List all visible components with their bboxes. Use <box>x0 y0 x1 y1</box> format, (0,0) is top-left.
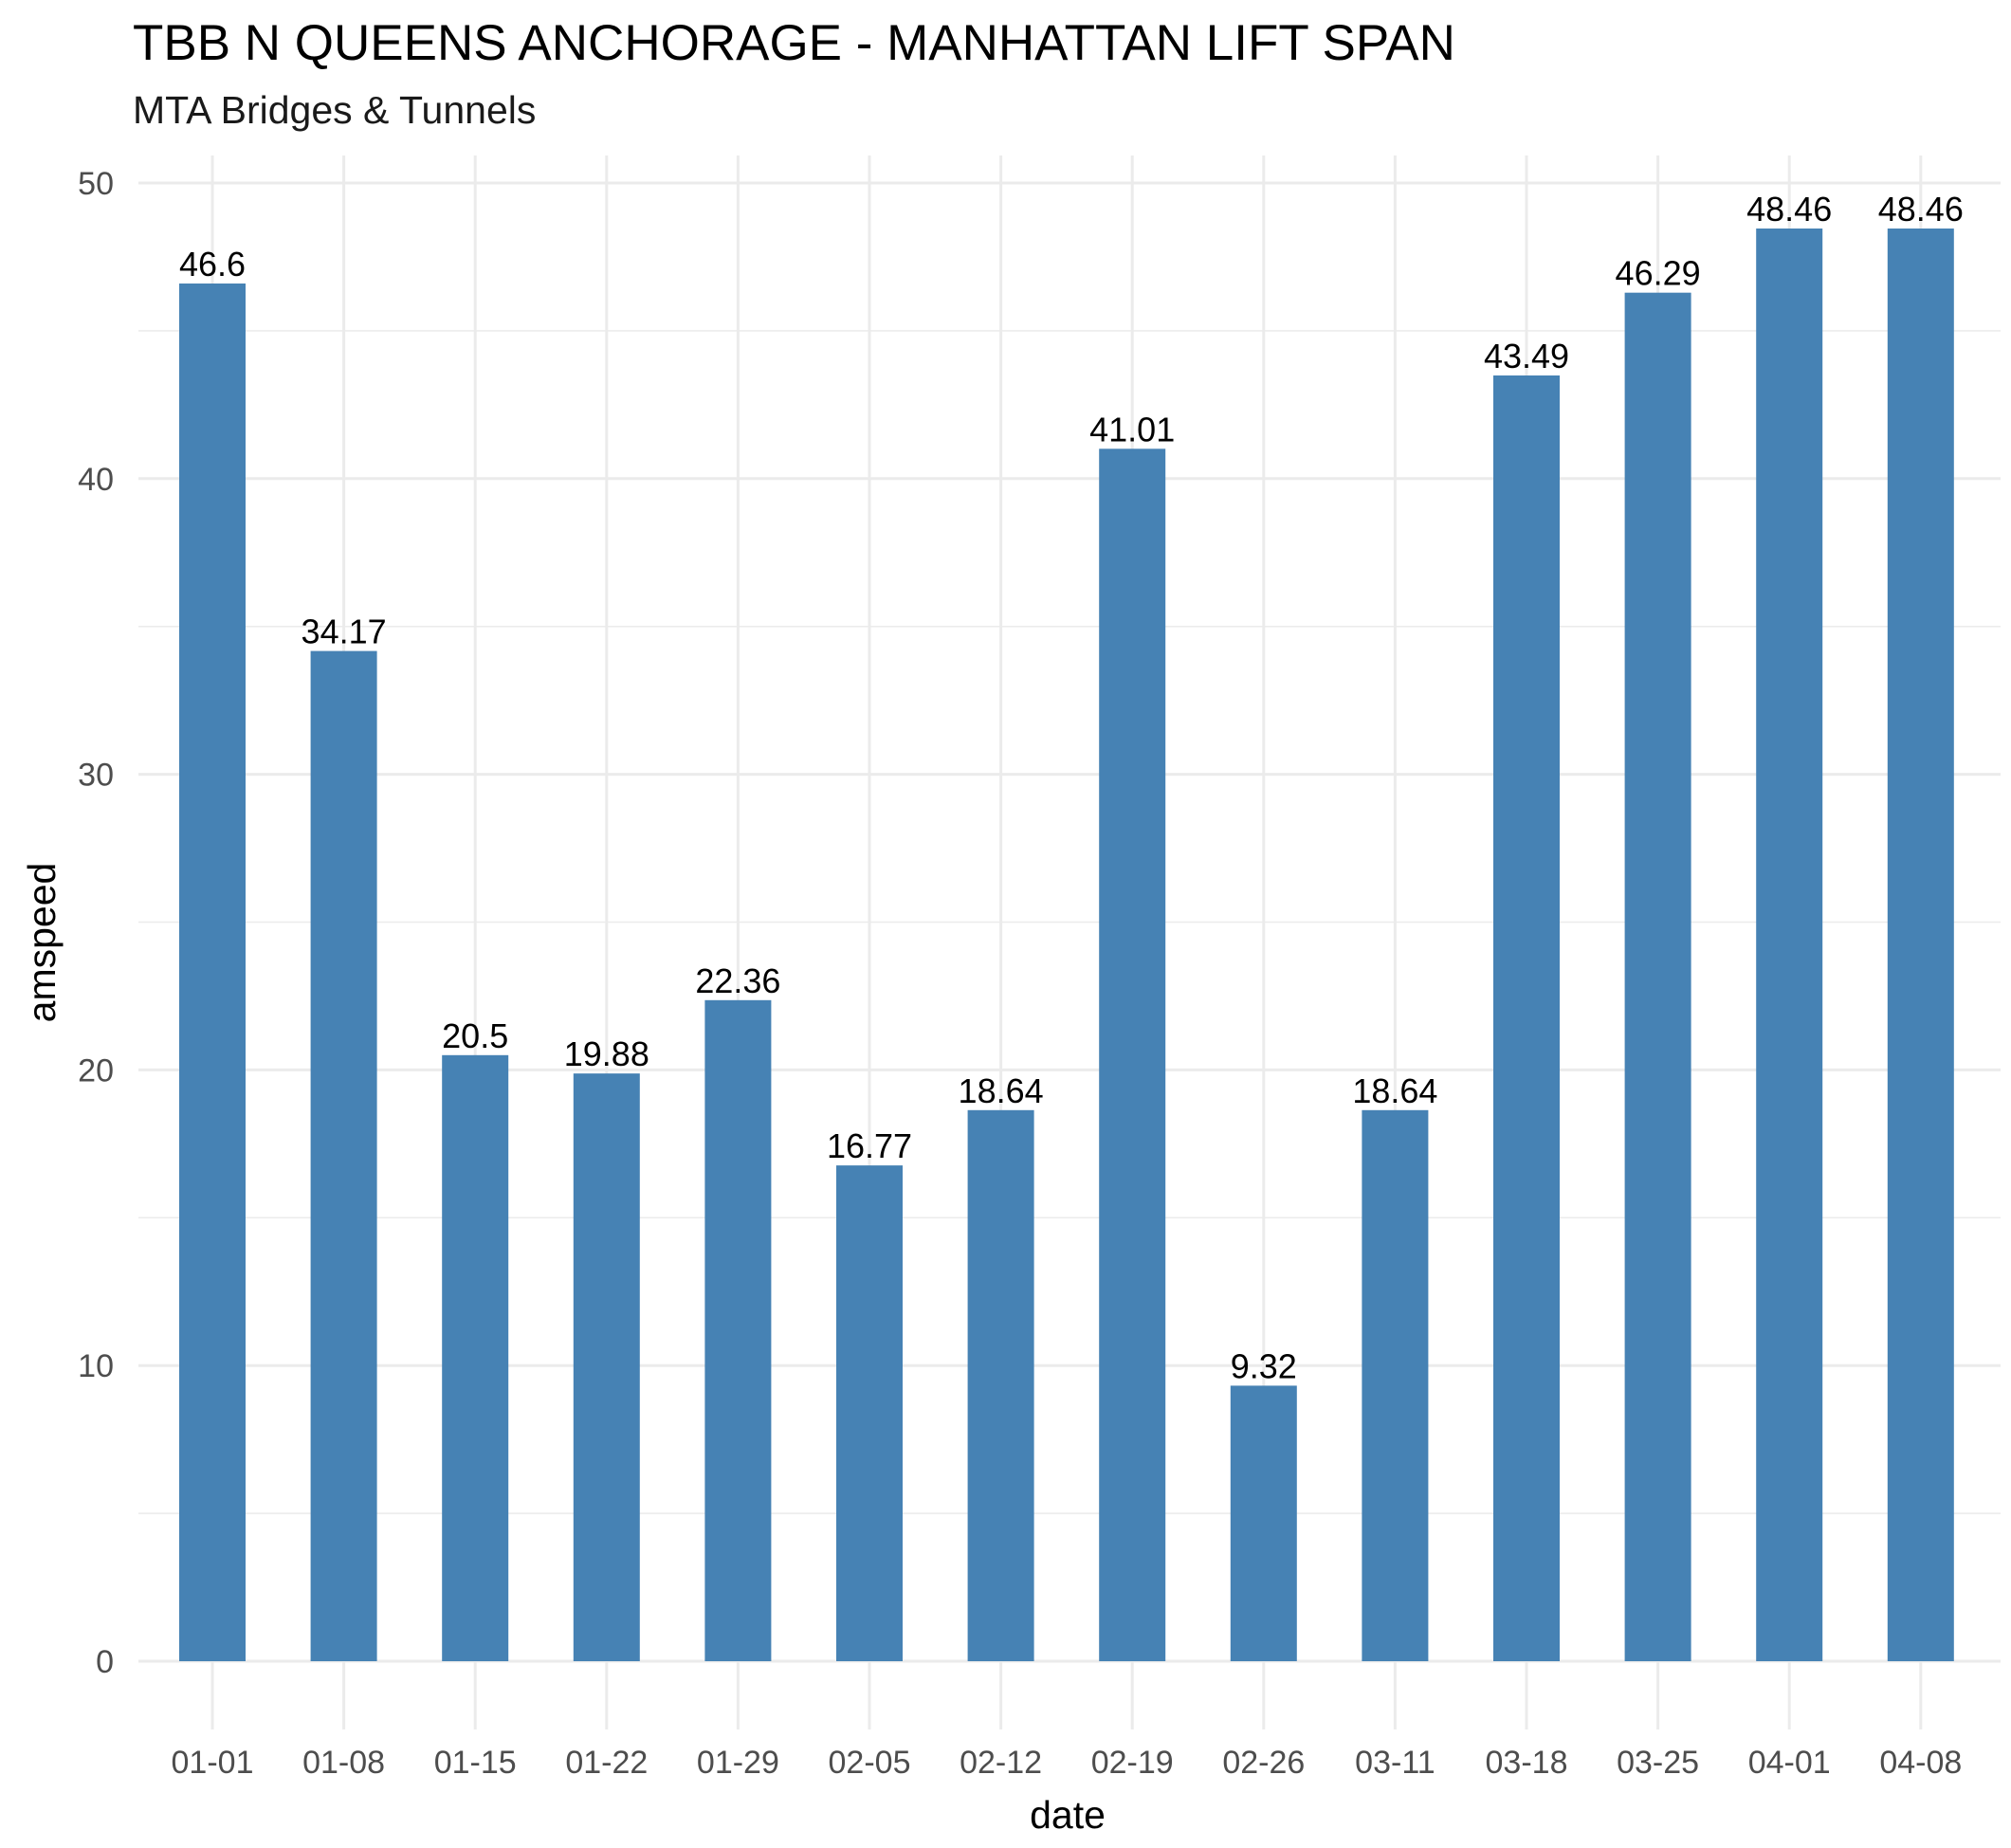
x-axis-tick-labels: 01-01 01-08 01-15 01-22 01-29 02-05 02-12 02-19… <box>172 1745 1963 1781</box>
bar-value-label: 34.17 <box>302 613 387 651</box>
x-tick-label: 04-08 <box>1879 1745 1962 1781</box>
bar-value-label: 48.46 <box>1878 190 1964 229</box>
x-tick-label: 03-11 <box>1355 1745 1435 1781</box>
x-tick-label: 02-12 <box>960 1745 1042 1781</box>
y-tick-label: 10 <box>78 1348 114 1384</box>
x-tick-label: 03-18 <box>1486 1745 1568 1781</box>
bar-value-label: 22.36 <box>695 961 780 1000</box>
x-tick-label: 02-26 <box>1222 1745 1305 1781</box>
x-tick-label: 01-01 <box>172 1745 254 1781</box>
bar-value-label: 18.64 <box>959 1071 1044 1110</box>
chart-title: TBB N QUEENS ANCHORAGE - MANHATTAN LIFT … <box>133 15 1455 71</box>
grid-lines <box>138 156 2001 1729</box>
bar <box>573 1073 640 1661</box>
bar-value-label: 20.5 <box>442 1016 508 1055</box>
x-tick-label: 01-15 <box>434 1745 517 1781</box>
bar <box>310 650 377 1662</box>
bar <box>179 284 246 1662</box>
x-tick-label: 01-29 <box>697 1745 779 1781</box>
x-tick-label: 03-25 <box>1617 1745 1699 1781</box>
chart-subtitle: MTA Bridges & Tunnels <box>133 88 536 132</box>
x-axis-title: date <box>1030 1793 1106 1837</box>
bar <box>704 999 772 1661</box>
bar <box>1756 229 1823 1661</box>
x-tick-label: 01-22 <box>565 1745 648 1781</box>
bar <box>836 1165 903 1661</box>
bar <box>1624 292 1691 1662</box>
bar-value-labels: 46.6 34.17 20.5 19.88 22.36 16.77 18.64 41.01 9.… <box>179 190 1964 1385</box>
bar <box>1887 229 1954 1661</box>
y-tick-label: 30 <box>78 758 114 794</box>
y-tick-label: 40 <box>78 462 114 498</box>
bar <box>1493 375 1560 1661</box>
bar <box>1230 1385 1297 1661</box>
y-tick-label: 50 <box>78 166 114 202</box>
y-axis-tick-labels: 0 10 20 30 40 50 <box>78 166 114 1680</box>
bar-value-label: 43.49 <box>1484 337 1569 375</box>
bar <box>442 1054 509 1661</box>
bars <box>179 229 1954 1662</box>
bar <box>1099 448 1166 1661</box>
x-tick-label: 04-01 <box>1748 1745 1831 1781</box>
bar-value-label: 19.88 <box>564 1034 649 1073</box>
bar <box>967 1109 1034 1661</box>
bar-value-label: 16.77 <box>827 1126 912 1165</box>
bar-value-label: 46.29 <box>1616 254 1701 293</box>
x-tick-label: 01-08 <box>302 1745 385 1781</box>
bar-value-label: 9.32 <box>1231 1346 1297 1385</box>
bar-value-label: 18.64 <box>1352 1071 1437 1110</box>
bar-value-label: 41.01 <box>1089 410 1175 448</box>
bar-value-label: 48.46 <box>1746 190 1832 229</box>
bar-value-label: 46.6 <box>179 245 246 284</box>
y-tick-label: 20 <box>78 1052 114 1089</box>
x-tick-label: 02-05 <box>829 1745 911 1781</box>
y-tick-label: 0 <box>96 1644 114 1680</box>
y-axis-title: amspeed <box>20 863 64 1023</box>
x-tick-label: 02-19 <box>1091 1745 1174 1781</box>
bar <box>1362 1109 1429 1661</box>
